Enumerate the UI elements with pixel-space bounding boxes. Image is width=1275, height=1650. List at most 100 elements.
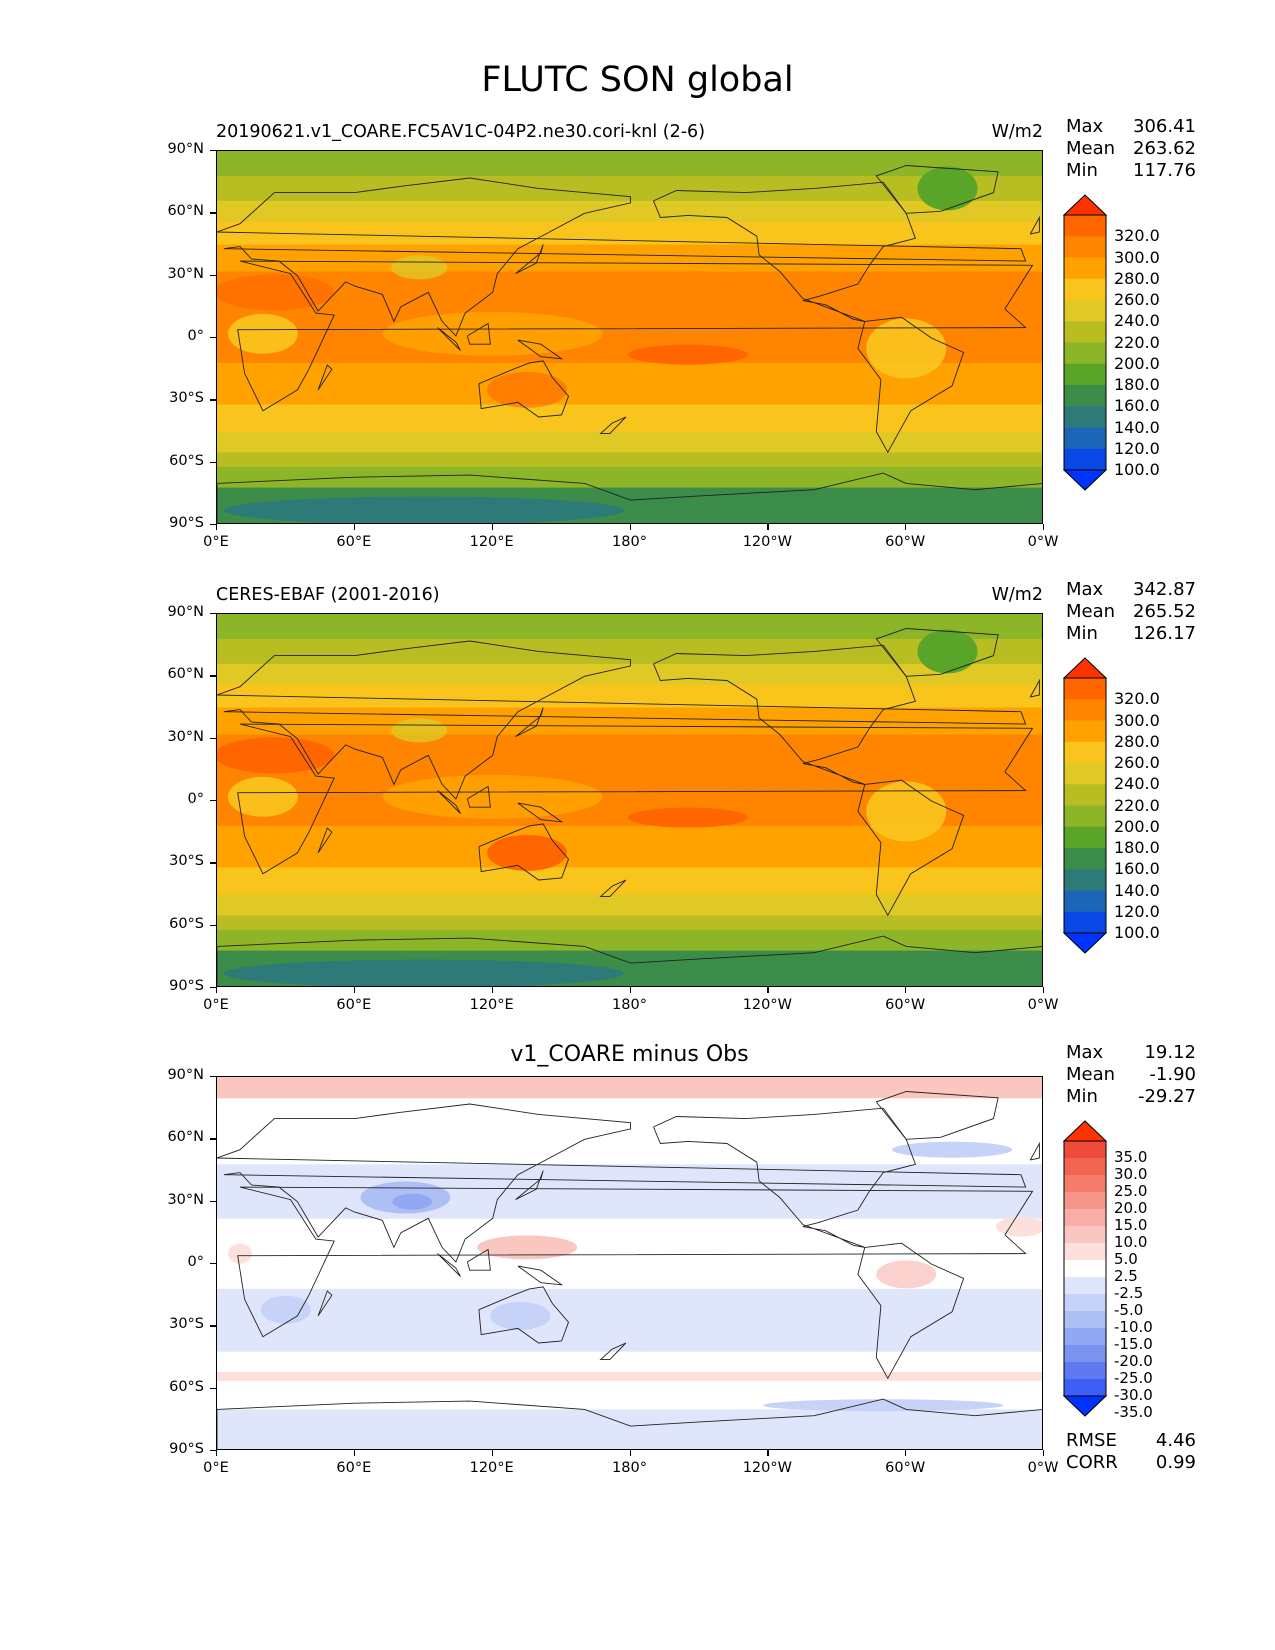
colorbar-bin — [1064, 406, 1106, 428]
lat-tick-mark — [210, 1450, 216, 1452]
stat-value: 342.87 — [1133, 579, 1196, 600]
field-region — [892, 1141, 1013, 1158]
lon-tick-label: 180° — [612, 997, 647, 1013]
stat-value: -1.90 — [1149, 1064, 1196, 1085]
colorbar-bin — [1064, 278, 1106, 301]
field-region — [917, 166, 978, 211]
stat-row: Max 342.87 — [1066, 579, 1196, 601]
lat-tick-label: 90°S — [169, 515, 204, 531]
lat-tick-mark — [210, 274, 216, 276]
colorbar-tick-label: 240.0 — [1114, 774, 1160, 794]
lon-tick-label: 120°E — [469, 997, 514, 1013]
stat-row: Max 19.12 — [1066, 1042, 1196, 1064]
lat-tick-label: 90°S — [169, 978, 204, 994]
colorbar-tick-label: -30.0 — [1114, 1386, 1153, 1404]
colorbar-tick-label: -35.0 — [1114, 1403, 1153, 1421]
metric-value: 0.99 — [1155, 1452, 1196, 1473]
colorbar-bin — [1064, 1379, 1106, 1397]
stat-row: Min -29.27 — [1066, 1086, 1196, 1108]
lat-tick-label: 90°S — [169, 1441, 204, 1457]
field-region — [391, 718, 448, 743]
colorbar-tick-label: -2.5 — [1114, 1284, 1144, 1302]
lon-tick-mark — [491, 1450, 493, 1456]
field-region — [392, 1193, 433, 1210]
lon-tick-label: 60°W — [885, 534, 926, 550]
coastline — [317, 364, 333, 391]
colorbar-bin — [1064, 427, 1106, 450]
colorbar-bin — [1064, 1192, 1106, 1210]
metrics-block: RMSE 4.46 CORR 0.99 — [1066, 1430, 1196, 1474]
colorbar-extend-max — [1062, 657, 1108, 679]
colorbar-bin — [1064, 1226, 1106, 1244]
lat-tick-mark — [210, 1076, 216, 1078]
stat-name: Mean — [1066, 1064, 1116, 1085]
colorbar-tick-label: 15.0 — [1114, 1216, 1148, 1234]
lon-tick-mark — [767, 524, 769, 530]
lat-tick-mark — [210, 337, 216, 339]
colorbar — [1062, 657, 1108, 954]
lat-tick-mark — [210, 862, 216, 864]
coastline — [466, 322, 491, 345]
colorbar-tick-label: 10.0 — [1114, 1233, 1148, 1251]
stat-row: Min 126.17 — [1066, 623, 1196, 645]
stat-row: Mean -1.90 — [1066, 1064, 1196, 1086]
lat-tick-mark — [210, 924, 216, 926]
map-canvas — [217, 614, 1042, 986]
coastline — [653, 1107, 916, 1248]
lat-tick-mark — [210, 675, 216, 677]
lon-tick-mark — [491, 524, 493, 530]
coastline — [517, 1265, 564, 1286]
colorbar-bin — [1064, 890, 1106, 913]
field-region — [627, 807, 748, 828]
units-label: W/m2 — [991, 122, 1043, 142]
coastline — [857, 1242, 965, 1380]
colorbar-tick-label: 100.0 — [1114, 460, 1160, 479]
coastline — [857, 316, 965, 454]
coastline — [875, 1091, 999, 1140]
coastline — [478, 823, 570, 881]
field-band — [217, 614, 1042, 640]
field-region — [487, 371, 568, 408]
stat-name: Min — [1066, 160, 1098, 181]
colorbar-tick-label: 320.0 — [1114, 226, 1160, 246]
coastline — [1029, 1141, 1040, 1161]
lat-tick-label: 60°S — [169, 452, 204, 469]
coastline — [217, 1103, 1027, 1263]
stats-block: Max 19.12 Mean -1.90 Min -29.27 — [1066, 1042, 1196, 1108]
colorbar-tick-label: 280.0 — [1114, 268, 1160, 288]
field-band — [217, 1326, 1042, 1352]
colorbar-bin — [1064, 1294, 1106, 1312]
lat-tick-label: 30°S — [169, 390, 204, 407]
colorbar-extend-min — [1062, 1395, 1108, 1417]
coastline — [653, 181, 916, 322]
lat-tick-label: 60°S — [169, 915, 204, 932]
field-region — [876, 1260, 937, 1289]
lon-tick-label: 60°W — [885, 997, 926, 1013]
coastline — [466, 1248, 491, 1271]
field-band — [217, 271, 1042, 314]
field-band — [217, 200, 1042, 223]
colorbar-tick-label: 160.0 — [1114, 396, 1160, 416]
stat-value: -29.27 — [1137, 1086, 1196, 1107]
field-band — [217, 452, 1042, 468]
lat-tick-mark — [210, 524, 216, 526]
colorbar-tick-label: -20.0 — [1114, 1352, 1153, 1370]
lat-tick-label: 0° — [187, 1254, 204, 1270]
colorbar-outline — [1063, 677, 1107, 934]
field-region — [627, 344, 748, 365]
field-band — [217, 1077, 1042, 1099]
colorbar-bin — [1064, 321, 1106, 343]
field-band — [217, 175, 1042, 202]
field-band — [217, 915, 1042, 931]
colorbar-bin — [1064, 699, 1106, 721]
coastline — [437, 327, 461, 351]
field-region — [391, 255, 448, 280]
field-region — [490, 1301, 551, 1330]
field-band — [217, 466, 1042, 489]
lon-tick-label: 0°W — [1027, 534, 1059, 550]
colorbar-tick-label: 200.0 — [1114, 816, 1160, 836]
lat-tick-mark — [210, 800, 216, 802]
lon-tick-mark — [216, 1450, 218, 1456]
field-region — [866, 318, 947, 379]
field-region — [217, 737, 335, 774]
